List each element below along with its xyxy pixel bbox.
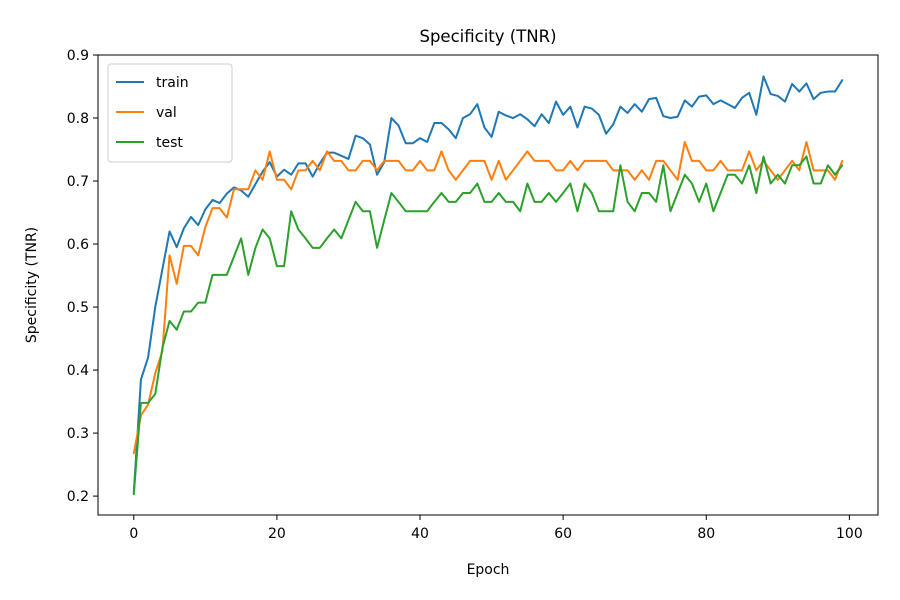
y-axis-label: Specificity (TNR): [24, 227, 40, 343]
y-tick-label: 0.5: [67, 300, 89, 316]
x-tick-label: 100: [836, 526, 863, 542]
x-tick-label: 40: [411, 526, 429, 542]
x-tick-label: 0: [129, 526, 138, 542]
chart-title: Specificity (TNR): [419, 27, 556, 46]
legend-label-train: train: [156, 75, 189, 91]
y-tick-label: 0.8: [67, 111, 89, 127]
y-tick-label: 0.2: [67, 489, 89, 505]
legend-box: [107, 63, 233, 163]
y-tick-label: 0.9: [67, 48, 89, 64]
x-tick-label: 80: [697, 526, 715, 542]
legend-label-val: val: [156, 105, 177, 121]
series-layer: [132, 75, 844, 496]
y-tick-label: 0.4: [67, 363, 89, 379]
y-tick-label: 0.3: [67, 426, 89, 442]
x-axis: 0 20 40 60 80 100: [129, 515, 863, 542]
plot-frame: [97, 54, 879, 516]
series-line-train: [132, 75, 844, 494]
legend-label-test: test: [156, 135, 183, 151]
series-line-val: [132, 140, 844, 455]
legend: train val test: [107, 63, 233, 163]
x-tick-label: 20: [268, 526, 286, 542]
x-axis-label: Epoch: [467, 562, 510, 578]
y-tick-label: 0.7: [67, 174, 89, 190]
x-tick-label: 60: [554, 526, 572, 542]
series-line-test: [132, 155, 844, 496]
y-tick-label: 0.6: [67, 237, 89, 253]
y-axis: 0.2 0.3 0.4 0.5 0.6 0.7 0.8 0.9: [67, 48, 98, 505]
